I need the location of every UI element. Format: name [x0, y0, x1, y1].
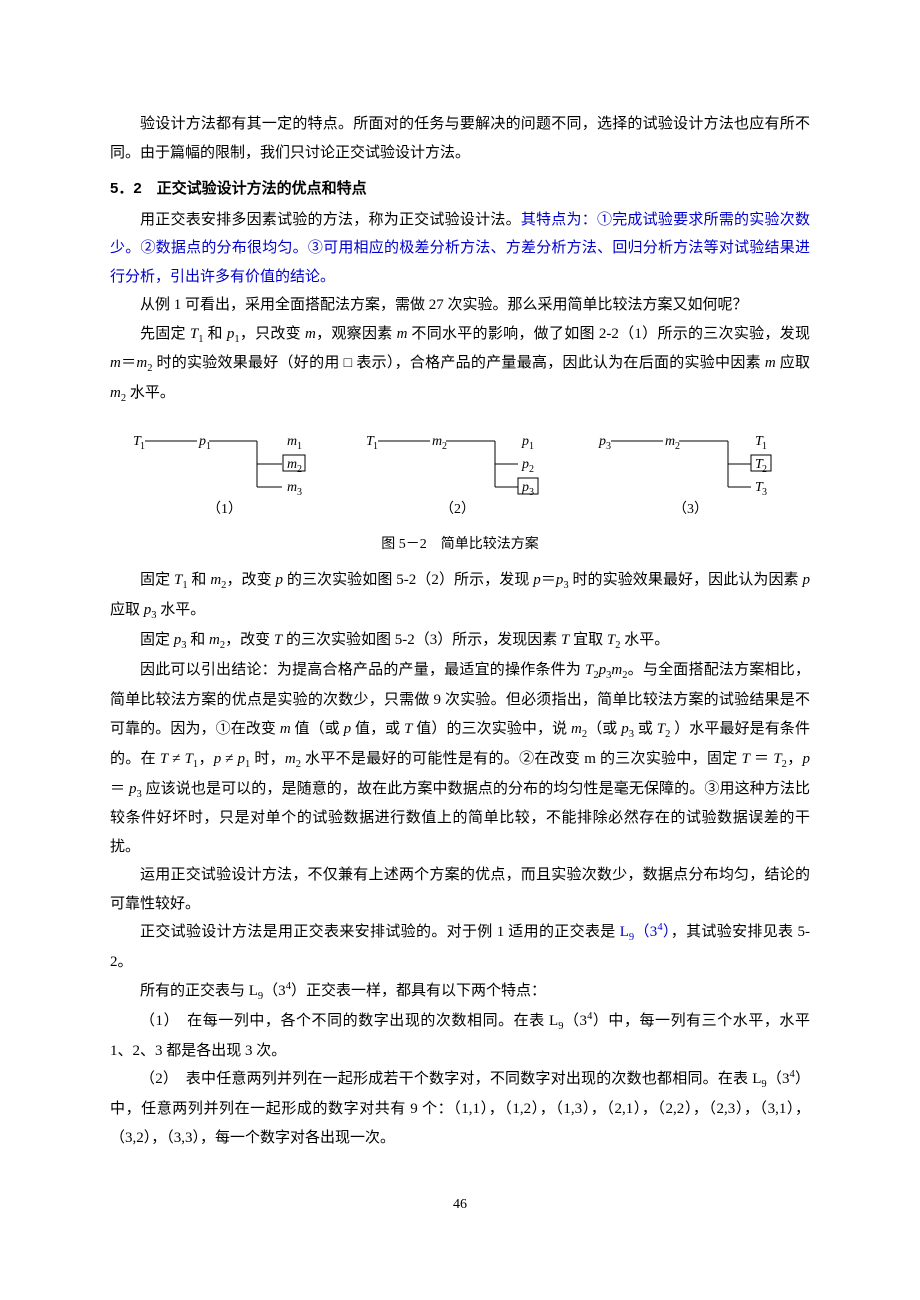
svg-text:m: m — [432, 434, 442, 449]
svg-text:p: p — [521, 434, 529, 449]
svg-text:1: 1 — [140, 441, 145, 452]
paragraph-2: 从例 1 可看出，采用全面搭配法方案，需做 27 次实验。那么采用简单比较法方案… — [110, 291, 810, 320]
page-number: 46 — [110, 1192, 810, 1219]
svg-text:p: p — [521, 480, 529, 495]
figure-sub-3: （3） — [673, 501, 708, 517]
svg-text:1: 1 — [297, 441, 302, 452]
svg-text:1: 1 — [529, 441, 534, 452]
diagram-3-svg: p3 m2 T1 T2 T3 （3） — [593, 427, 793, 517]
paragraph-3: 先固定 T1 和 p1，只改变 m，观察因素 m 不同水平的影响，做了如图 2-… — [110, 320, 810, 410]
svg-text:m: m — [665, 434, 675, 449]
svg-text:m: m — [287, 434, 297, 449]
svg-text:2: 2 — [297, 464, 302, 475]
paragraph-6: 因此可以引出结论：为提高合格产品的产量，最适宜的操作条件为 T2p3m2。与全面… — [110, 656, 810, 861]
figure-caption: 图 5－2 简单比较法方案 — [110, 532, 810, 559]
figure-cell-2: T1 m2 p1 p2 p3 （2） — [360, 427, 560, 528]
paragraph-10: （1） 在每一列中，各个不同的数字出现的次数相同。在表 L9（34）中，每一列有… — [110, 1007, 810, 1065]
svg-text:m: m — [287, 457, 297, 472]
svg-text:1: 1 — [373, 441, 378, 452]
svg-text:m: m — [287, 480, 297, 495]
figure-cell-1: T1 p1 m1 m2 m3 （1） — [127, 427, 327, 528]
paragraph-1: 用正交表安排多因素试验的方法，称为正交试验设计法。其特点为：①完成试验要求所需的… — [110, 206, 810, 292]
svg-text:p: p — [198, 434, 206, 449]
svg-text:3: 3 — [529, 487, 534, 498]
paragraph-8: 正交试验设计方法是用正交表来安排试验的。对于例 1 适用的正交表是 L9（34）… — [110, 918, 810, 976]
paragraph-4: 固定 T1 和 m2，改变 p 的三次实验如图 5-2（2）所示，发现 p＝p3… — [110, 566, 810, 626]
svg-text:1: 1 — [762, 441, 767, 452]
svg-text:2: 2 — [529, 464, 534, 475]
svg-text:3: 3 — [762, 487, 767, 498]
paragraph-intro: 验设计方法都有其一定的特点。所面对的任务与要解决的问题不同，选择的试验设计方法也… — [110, 110, 810, 167]
svg-text:3: 3 — [606, 441, 611, 452]
paragraph-5: 固定 p3 和 m2，改变 T 的三次实验如图 5-2（3）所示，发现因素 T … — [110, 626, 810, 656]
p8-a: 正交试验设计方法是用正交表来安排试验的。对于例 1 适用的正交表是 — [140, 924, 620, 940]
svg-text:3: 3 — [297, 487, 302, 498]
figure-sub-2: （2） — [440, 501, 475, 517]
paragraph-11: （2） 表中任意两列并列在一起形成若干个数字对，不同数字对出现的次数也都相同。在… — [110, 1065, 810, 1152]
paragraph-9: 所有的正交表与 L9（34）正交表一样，都具有以下两个特点： — [110, 977, 810, 1007]
svg-text:p: p — [598, 434, 606, 449]
svg-text:2: 2 — [442, 441, 447, 452]
figure-cell-3: p3 m2 T1 T2 T3 （3） — [593, 427, 793, 528]
figure-5-2: T1 p1 m1 m2 m3 （1） T1 m2 p1 p2 p3 （2） — [110, 427, 810, 528]
diagram-2-svg: T1 m2 p1 p2 p3 （2） — [360, 427, 560, 517]
paragraph-7: 运用正交试验设计方法，不仅兼有上述两个方案的优点，而且实验次数少，数据点分布均匀… — [110, 861, 810, 918]
svg-text:2: 2 — [675, 441, 680, 452]
p8-link: L9（34） — [620, 924, 671, 940]
figure-sub-1: （1） — [207, 501, 242, 517]
diagram-1-svg: T1 p1 m1 m2 m3 （1） — [127, 427, 327, 517]
p1-text: 用正交表安排多因素试验的方法，称为正交试验设计法。 — [140, 212, 521, 228]
svg-text:2: 2 — [762, 464, 767, 475]
svg-text:p: p — [521, 457, 529, 472]
heading-5-2: 5．2 正交试验设计方法的优点和特点 — [110, 175, 810, 204]
svg-text:1: 1 — [206, 441, 211, 452]
